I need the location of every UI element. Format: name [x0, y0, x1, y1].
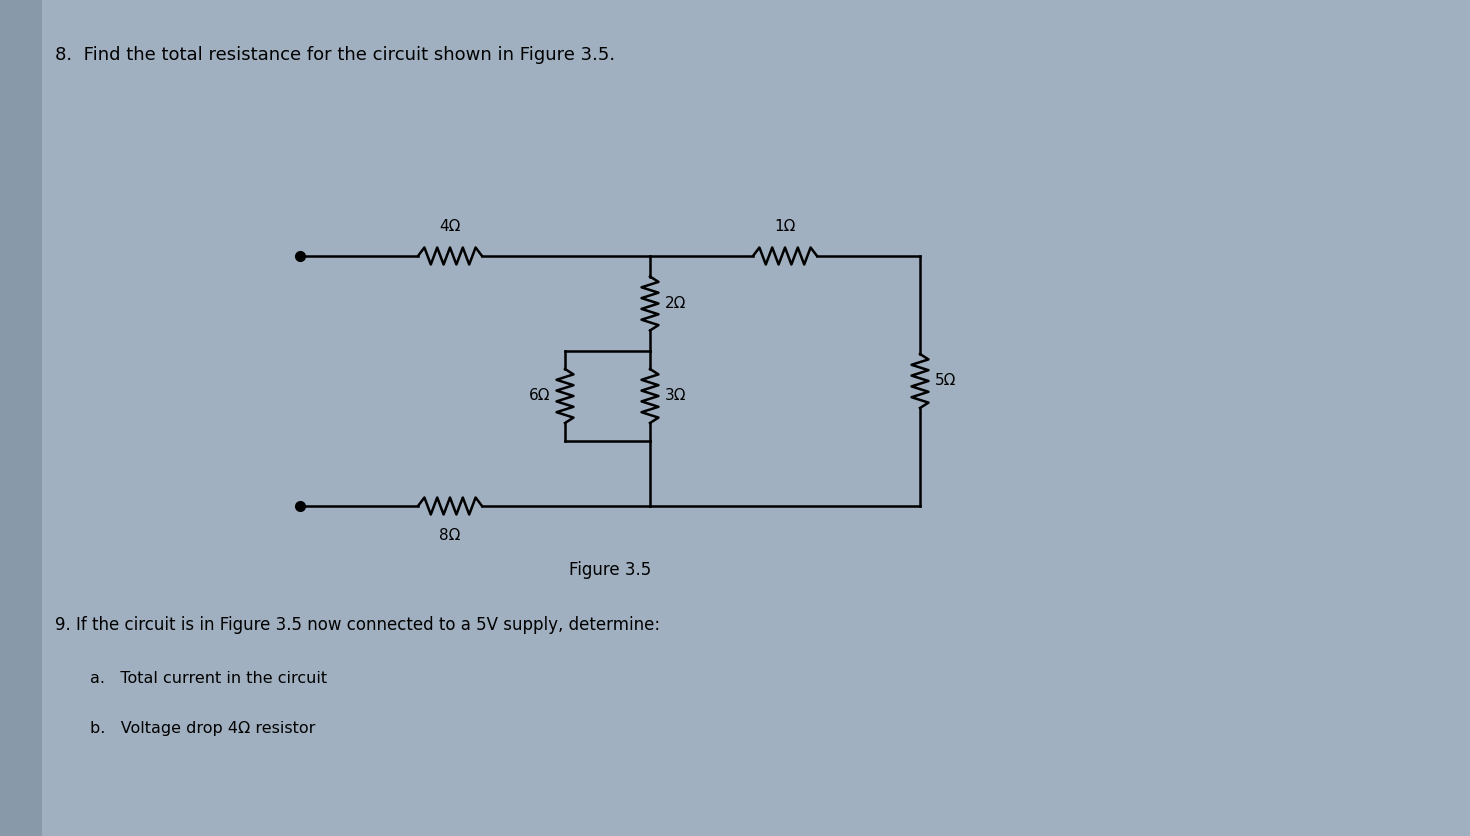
- Text: Figure 3.5: Figure 3.5: [569, 561, 651, 579]
- Text: 9. If the circuit is in Figure 3.5 now connected to a 5V supply, determine:: 9. If the circuit is in Figure 3.5 now c…: [54, 616, 660, 634]
- Text: 8Ω: 8Ω: [440, 528, 460, 543]
- Text: 5Ω: 5Ω: [935, 374, 957, 389]
- Text: b.   Voltage drop 4Ω resistor: b. Voltage drop 4Ω resistor: [90, 721, 316, 736]
- Bar: [0, 0, 43, 836]
- Text: 2Ω: 2Ω: [664, 296, 686, 311]
- Text: 3Ω: 3Ω: [664, 389, 686, 404]
- Text: 4Ω: 4Ω: [440, 219, 460, 234]
- Text: a.   Total current in the circuit: a. Total current in the circuit: [90, 671, 328, 686]
- Text: 6Ω: 6Ω: [529, 389, 550, 404]
- Text: 1Ω: 1Ω: [775, 219, 795, 234]
- Text: 8.  Find the total resistance for the circuit shown in Figure 3.5.: 8. Find the total resistance for the cir…: [54, 46, 614, 64]
